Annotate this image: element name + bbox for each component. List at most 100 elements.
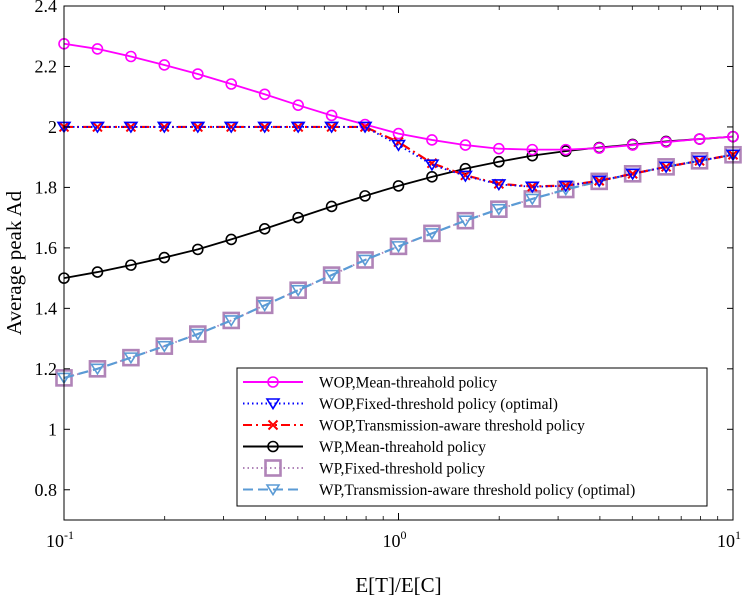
data-point (222, 311, 241, 330)
data-point (493, 178, 505, 189)
data-point (292, 99, 304, 111)
series-line-4 (63, 135, 734, 280)
series-line-5 (63, 153, 734, 379)
data-point (457, 170, 473, 183)
data-point (192, 243, 204, 256)
data-point (626, 139, 639, 151)
data-point (258, 223, 271, 235)
legend: WOP,Mean-threahold policy WOP,Fixed-thres… (236, 367, 708, 507)
data-point (694, 155, 705, 167)
data-point (257, 300, 273, 312)
data-point (560, 180, 571, 191)
data-point (325, 200, 338, 213)
legend-marker (267, 440, 279, 453)
y-tick-label: 1.6 (35, 238, 58, 258)
data-point (324, 269, 340, 282)
data-point (391, 241, 406, 253)
legend-label: WOP,Transmission-aware threshold policy (319, 418, 585, 435)
legend-entry-5: WP,Fixed-threshold policy (243, 459, 485, 478)
data-point (658, 161, 674, 174)
data-point (423, 224, 441, 243)
data-point (192, 68, 204, 80)
data-point (460, 170, 471, 181)
data-point (290, 121, 306, 134)
y-tick-label: 1.2 (35, 359, 58, 379)
data-point (325, 109, 338, 122)
legend-marker (267, 419, 279, 431)
y-tick-label: 2.4 (35, 0, 58, 16)
data-point (392, 127, 405, 140)
data-point (289, 281, 307, 300)
data-point (623, 165, 642, 183)
data-point (526, 149, 539, 162)
legend-marker (265, 398, 281, 411)
data-point (158, 59, 171, 71)
data-point (158, 251, 171, 264)
data-point (225, 233, 238, 246)
data-point (225, 78, 238, 90)
data-point (459, 139, 472, 151)
data-point (559, 143, 572, 156)
data-point (524, 181, 540, 194)
x-tick-label: 100 (383, 528, 407, 551)
y-tick-label: 1.4 (35, 298, 58, 318)
data-point (391, 139, 406, 152)
data-point (190, 328, 206, 341)
data-point (91, 266, 104, 278)
legend-box (236, 367, 708, 507)
y-tick-label: 1.8 (35, 177, 58, 197)
data-point (593, 175, 605, 186)
data-point (526, 143, 539, 156)
legend-label: WOP,Mean-threahold policy (319, 375, 497, 392)
y-axis-label: Average peak Ad (2, 190, 26, 335)
series-line-1 (63, 42, 734, 151)
data-point (192, 121, 204, 133)
data-point (392, 180, 405, 192)
data-point (426, 134, 438, 146)
data-point (90, 121, 105, 134)
data-point (356, 251, 374, 269)
y-tick-label: 2 (48, 117, 57, 137)
data-point (189, 325, 207, 343)
data-point (156, 121, 172, 134)
series-4 (58, 130, 739, 284)
y-tick-label: 2.2 (35, 56, 58, 76)
data-point (527, 181, 538, 192)
data-point (125, 50, 137, 63)
data-point (424, 228, 440, 240)
data-point (258, 88, 271, 101)
legend-entry-1: WOP,Mean-threahold policy (243, 375, 497, 392)
legend-label: WOP,Fixed-threshold policy (optimal) (319, 396, 558, 413)
plot-area (55, 37, 742, 387)
data-point (326, 121, 337, 133)
data-point (357, 254, 373, 267)
data-point (292, 211, 304, 224)
data-point (389, 237, 408, 256)
series-5 (55, 145, 742, 387)
data-point (156, 340, 172, 353)
data-point (155, 337, 174, 355)
data-point (290, 284, 306, 297)
legend-marker (265, 484, 281, 497)
data-point (692, 155, 707, 168)
data-point (322, 266, 341, 284)
legend-marker (267, 376, 279, 388)
legend-entry-2: WOP,Fixed-threshold policy (optimal) (243, 396, 558, 413)
data-point (524, 193, 540, 206)
data-point (457, 215, 473, 228)
axes: 0.8 1 1.2 1.4 1.6 1.8 2 2.2 2.4 10-1 100 101 (35, 0, 742, 551)
data-point (456, 211, 475, 230)
series-1 (58, 37, 739, 156)
data-point (90, 363, 105, 376)
data-point (223, 121, 239, 134)
data-point (257, 121, 273, 134)
legend-entry-4: WP,Mean-threahold policy (243, 439, 486, 456)
legend-label: WP,Transmission-aware threshold policy (… (319, 482, 635, 499)
data-point (593, 142, 606, 154)
data-point (459, 162, 472, 175)
data-point (324, 121, 340, 134)
data-point (693, 133, 706, 145)
data-point (255, 296, 274, 315)
data-point (88, 360, 107, 378)
